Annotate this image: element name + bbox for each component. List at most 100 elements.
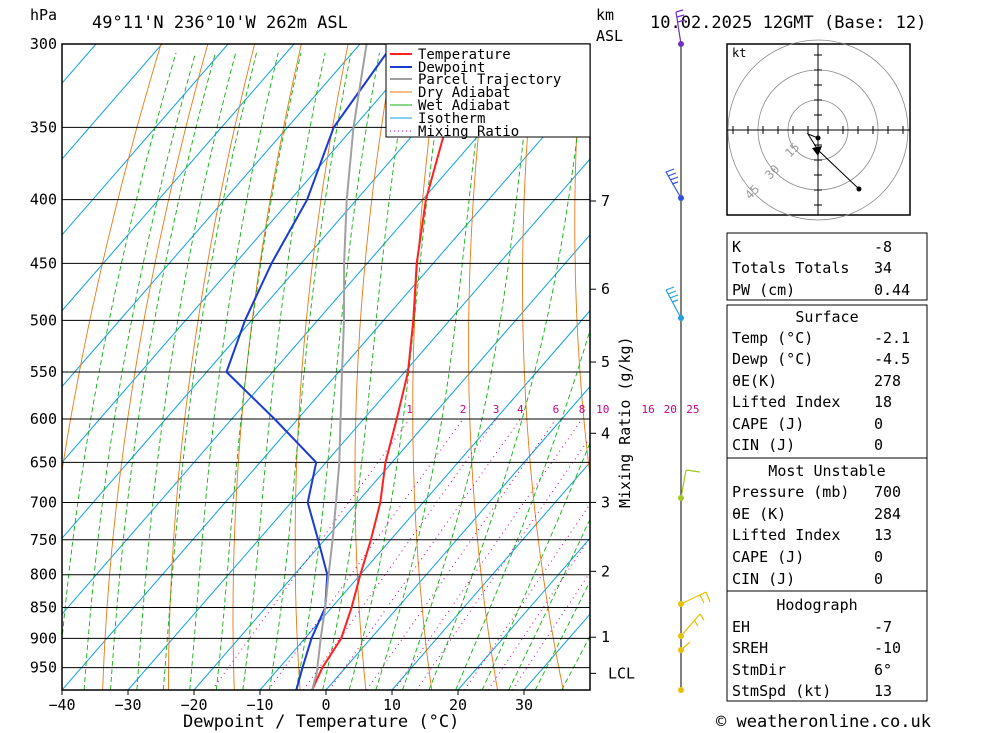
- mixing-ratio-line: [268, 418, 464, 690]
- legend: Temperature Dewpoint Parcel Trajectory D…: [385, 43, 591, 140]
- mixing-ratio-labels: 1 2 3 4 6 8 10 16 20 25: [406, 403, 699, 416]
- legend-label-mixing-ratio: Mixing Ratio: [418, 124, 519, 140]
- mixing-ratio-label: 10: [596, 403, 609, 416]
- isotherm-line: [62, 44, 493, 540]
- wet-adiabat-line: [215, 52, 302, 690]
- isotherm-line: [62, 44, 295, 312]
- temperature-profile: [311, 44, 490, 690]
- wet-adiabat-line: [428, 52, 588, 690]
- location-title: 49°11'N 236°10'W 262m ASL: [92, 13, 348, 33]
- pressure-tick-label: 600: [30, 410, 57, 428]
- pressure-tick-label: 300: [30, 35, 57, 53]
- legend-label-dry-adiabat: Dry Adiabat: [418, 85, 511, 101]
- isotherm-line: [62, 44, 163, 160]
- mixing-ratio-line: [393, 418, 583, 690]
- mixing-ratio-label: 2: [460, 403, 467, 416]
- eh-value: -7: [874, 618, 892, 636]
- mu-theta-value: 284: [874, 505, 901, 523]
- height-tick-label: 3: [601, 494, 610, 512]
- indices-box: [726, 232, 928, 301]
- pressure-tick-label: 900: [30, 629, 57, 647]
- height-tick-label: LCL: [608, 664, 635, 682]
- dry-adiabat-line: [62, 44, 162, 474]
- temperature-tick-label: −40: [48, 696, 75, 714]
- dry-adiabat-line: [574, 44, 590, 480]
- mixing-ratio-label: 6: [553, 403, 560, 416]
- pressure-tick-label: 400: [30, 191, 57, 209]
- surface-table: Surface Temp (°C) -2.1 Dewp (°C) -4.5 θE…: [726, 304, 928, 459]
- hodograph-unit: kt: [732, 46, 746, 60]
- totals-totals-label: Totals Totals: [732, 259, 849, 277]
- mu-theta-label: θE (K): [732, 505, 786, 523]
- dry-adiabat-line: [294, 44, 349, 690]
- isotherm-line: [457, 537, 590, 690]
- temperature-tick-label: 0: [321, 696, 330, 714]
- datetime-title: 10.02.2025 12GMT (Base: 12): [650, 13, 926, 33]
- wind-dot-950: [678, 647, 684, 653]
- surface-dewp-value: -4.5: [874, 350, 910, 368]
- hodograph-trace: [806, 132, 860, 190]
- mu-li-label: Lifted Index: [732, 526, 840, 544]
- surface-cin-value: 0: [874, 436, 883, 454]
- k-index-label: K: [732, 238, 741, 256]
- mu-cape-label: CAPE (J): [732, 548, 804, 566]
- temperature-tick-label: 10: [383, 696, 401, 714]
- wet-adiabat-line: [534, 580, 590, 690]
- mixing-ratio-line: [302, 418, 497, 690]
- hodograph-point-top: [856, 186, 862, 192]
- km-unit: km: [596, 6, 614, 24]
- pressure-tick-label: 350: [30, 118, 57, 136]
- wind-dot-sfc: [678, 687, 684, 693]
- most-unstable-table: Most Unstable Pressure (mb) 700 θE (K) 2…: [726, 457, 928, 592]
- dry-adiabat-line: [956, 44, 1000, 690]
- pressure-ticks: 300 350 400 450 500 550 600 650 700 750 800 850 900 9…: [30, 35, 57, 677]
- wet-adiabat-line: [295, 52, 380, 690]
- surface-dewp-label: Dewp (°C): [732, 350, 813, 368]
- surface-cape-value: 0: [874, 415, 883, 433]
- surface-theta-label: θE(K): [732, 372, 777, 390]
- surface-li-value: 18: [874, 393, 892, 411]
- pressure-tick-label: 500: [30, 311, 57, 329]
- legend-label-temperature: Temperature: [418, 47, 511, 63]
- wet-adiabat-line: [110, 52, 216, 690]
- wind-barb-300: [675, 9, 686, 45]
- wet-adiabat-line: [481, 441, 590, 690]
- wet-adiabat-line: [508, 518, 590, 690]
- wind-profile: [665, 9, 711, 693]
- height-tick-label: 2: [601, 562, 610, 580]
- mixing-ratio-label: 3: [493, 403, 500, 416]
- wind-barb-850: [680, 591, 711, 651]
- wet-adiabat-line: [62, 52, 177, 645]
- pressure-tick-label: 700: [30, 494, 57, 512]
- wet-adiabat-line: [322, 52, 412, 690]
- temperature-tick-label: 30: [515, 696, 533, 714]
- mixing-ratio-line: [487, 536, 590, 690]
- hodograph-table-box: [726, 590, 928, 702]
- sreh-value: -10: [874, 639, 901, 657]
- mu-pressure-value: 700: [874, 483, 901, 501]
- wet-adiabat-line: [136, 52, 237, 690]
- mu-title: Most Unstable: [768, 462, 885, 480]
- dry-adiabat-line: [102, 44, 209, 690]
- mixing-ratio-label: 20: [664, 403, 677, 416]
- height-tick-label: 6: [601, 280, 610, 298]
- hpa-unit: hPa: [30, 6, 57, 24]
- wind-dot-900: [678, 633, 684, 639]
- wind-dot-400: [678, 195, 684, 201]
- wet-adiabat-line: [83, 52, 196, 690]
- isotherm-line: [62, 44, 229, 236]
- mixing-ratio-line: [211, 418, 411, 690]
- hodograph-table: Hodograph EH -7 SREH -10 StmDir 6° StmSp…: [726, 590, 928, 702]
- pressure-tick-label: 850: [30, 599, 57, 617]
- mixing-ratio-label: 8: [579, 403, 586, 416]
- pw-value: 0.44: [874, 281, 910, 299]
- wet-adiabat-line: [348, 52, 447, 690]
- wind-dot-700: [678, 495, 684, 501]
- height-ticks: 7 6 5 4 3 2 1 LCL: [590, 192, 635, 682]
- surface-cape-label: CAPE (J): [732, 415, 804, 433]
- dry-adiabat-line: [522, 44, 564, 690]
- temperature-tick-label: −10: [246, 696, 273, 714]
- pressure-tick-label: 650: [30, 453, 57, 471]
- parcel-trajectory-profile: [311, 44, 368, 690]
